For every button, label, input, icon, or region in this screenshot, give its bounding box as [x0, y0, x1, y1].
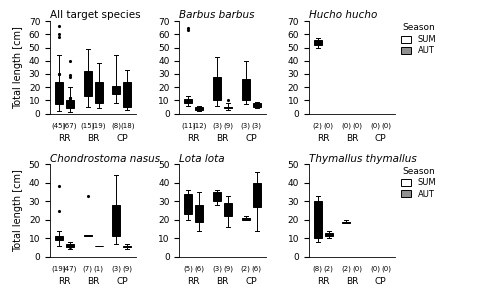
Text: CP: CP	[375, 134, 386, 143]
PathPatch shape	[55, 236, 63, 240]
Text: (3): (3)	[212, 123, 222, 129]
Text: CP: CP	[116, 277, 128, 286]
PathPatch shape	[184, 99, 192, 103]
Text: Lota lota: Lota lota	[180, 153, 225, 164]
Text: All target species: All target species	[50, 10, 140, 20]
PathPatch shape	[224, 203, 232, 216]
Text: CP: CP	[375, 277, 386, 286]
Text: (0): (0)	[352, 123, 362, 129]
Text: (67): (67)	[62, 123, 77, 129]
Text: BR: BR	[87, 134, 100, 143]
Text: Chondrostoma nasus: Chondrostoma nasus	[50, 153, 160, 164]
Text: (0): (0)	[370, 123, 380, 129]
Text: BR: BR	[216, 277, 228, 286]
Text: (0): (0)	[352, 266, 362, 272]
PathPatch shape	[66, 100, 74, 108]
Text: (19): (19)	[52, 266, 66, 272]
Text: (5): (5)	[184, 266, 193, 272]
Text: (19): (19)	[92, 123, 106, 129]
Text: (2): (2)	[342, 266, 351, 272]
PathPatch shape	[242, 218, 250, 220]
Text: RR: RR	[58, 134, 70, 143]
PathPatch shape	[224, 107, 232, 108]
Text: (9): (9)	[122, 266, 132, 272]
Y-axis label: Total length [cm]: Total length [cm]	[13, 26, 23, 109]
PathPatch shape	[84, 235, 92, 236]
Text: (0): (0)	[370, 266, 380, 272]
Text: (12): (12)	[192, 123, 206, 129]
PathPatch shape	[314, 40, 322, 45]
Text: (3): (3)	[241, 123, 251, 129]
Text: (8): (8)	[312, 266, 322, 272]
Text: (9): (9)	[223, 123, 233, 129]
PathPatch shape	[314, 201, 322, 238]
Text: (45): (45)	[52, 123, 66, 129]
Text: BR: BR	[346, 277, 358, 286]
Text: (11): (11)	[181, 123, 196, 129]
PathPatch shape	[195, 205, 203, 222]
Text: Thymallus thymallus: Thymallus thymallus	[309, 153, 416, 164]
Text: RR: RR	[317, 277, 330, 286]
Text: RR: RR	[317, 134, 330, 143]
Text: (2): (2)	[241, 266, 250, 272]
Text: (0): (0)	[342, 123, 351, 129]
PathPatch shape	[252, 183, 260, 207]
PathPatch shape	[195, 107, 203, 110]
Text: (18): (18)	[120, 123, 134, 129]
Text: (3): (3)	[252, 123, 262, 129]
Text: (1): (1)	[94, 266, 104, 272]
PathPatch shape	[66, 244, 74, 247]
Text: (0): (0)	[381, 123, 391, 129]
Text: BR: BR	[346, 134, 358, 143]
PathPatch shape	[124, 246, 132, 247]
PathPatch shape	[55, 82, 63, 104]
Text: RR: RR	[188, 134, 200, 143]
Text: Hucho hucho: Hucho hucho	[309, 10, 377, 20]
Text: (9): (9)	[223, 266, 233, 272]
PathPatch shape	[213, 77, 221, 100]
PathPatch shape	[84, 71, 92, 96]
PathPatch shape	[112, 86, 120, 94]
Text: (15): (15)	[80, 123, 95, 129]
Legend: SUM, AUT: SUM, AUT	[401, 24, 436, 56]
Text: (6): (6)	[194, 266, 204, 272]
Text: (3): (3)	[212, 266, 222, 272]
PathPatch shape	[124, 82, 132, 107]
PathPatch shape	[242, 79, 250, 100]
PathPatch shape	[213, 192, 221, 201]
PathPatch shape	[252, 103, 260, 107]
Text: CP: CP	[246, 134, 257, 143]
PathPatch shape	[184, 194, 192, 214]
Text: (6): (6)	[252, 266, 262, 272]
Text: (0): (0)	[381, 266, 391, 272]
Text: (8): (8)	[112, 123, 122, 129]
PathPatch shape	[342, 222, 350, 223]
Text: (2): (2)	[324, 266, 334, 272]
Text: CP: CP	[246, 277, 257, 286]
Text: Barbus barbus: Barbus barbus	[180, 10, 255, 20]
Text: (2): (2)	[312, 123, 322, 129]
Text: CP: CP	[116, 134, 128, 143]
Text: BR: BR	[87, 277, 100, 286]
PathPatch shape	[94, 82, 102, 103]
Text: (0): (0)	[324, 123, 334, 129]
PathPatch shape	[324, 233, 332, 236]
Text: BR: BR	[216, 134, 228, 143]
Y-axis label: Total length [cm]: Total length [cm]	[13, 169, 23, 252]
Text: RR: RR	[188, 277, 200, 286]
Text: RR: RR	[58, 277, 70, 286]
PathPatch shape	[112, 205, 120, 236]
Text: (47): (47)	[62, 266, 77, 272]
Legend: SUM, AUT: SUM, AUT	[401, 167, 436, 199]
Text: (3): (3)	[112, 266, 122, 272]
Text: (7): (7)	[82, 266, 92, 272]
